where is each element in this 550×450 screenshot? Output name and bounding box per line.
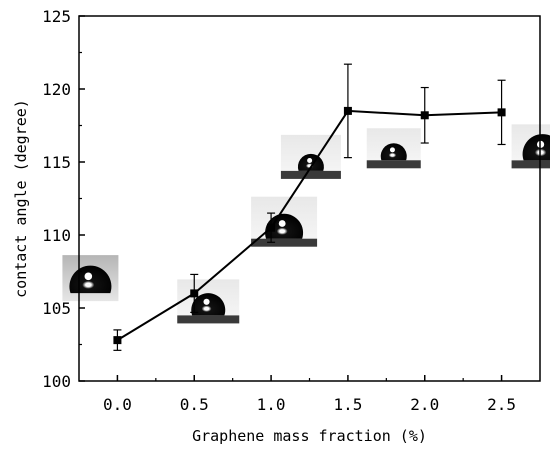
droplet-highlight	[389, 147, 395, 153]
droplet-substrate	[366, 160, 421, 169]
y-tick-label: 125	[42, 7, 71, 26]
data-point	[497, 108, 506, 117]
x-axis-label: Graphene mass fraction (%)	[192, 427, 427, 445]
data-point	[343, 106, 352, 115]
y-axis-label: contact angle (degree)	[12, 99, 30, 298]
x-tick-label: 2.5	[487, 395, 516, 414]
y-tick-label: 120	[42, 80, 71, 99]
y-axis-ticks: 100 105 110 115 120 125	[42, 7, 85, 391]
data-point	[113, 336, 122, 345]
data-line	[116, 109, 502, 341]
droplet-image	[251, 196, 318, 247]
droplet-image	[62, 255, 119, 302]
x-tick-label: 1.0	[257, 395, 286, 414]
droplet-highlight	[278, 220, 286, 227]
y-tick-label: 100	[42, 372, 71, 391]
data-markers	[113, 106, 506, 345]
droplet-highlight	[307, 158, 313, 163]
droplet-highlight	[84, 272, 93, 281]
series-line	[116, 109, 502, 341]
droplet-substrate	[280, 170, 341, 179]
x-tick-label: 1.5	[333, 395, 362, 414]
data-point	[420, 111, 429, 120]
water-droplet	[522, 134, 550, 161]
data-point	[267, 223, 276, 232]
droplet-image	[366, 128, 421, 169]
y-tick-label: 110	[42, 226, 71, 245]
data-point	[190, 289, 199, 298]
y-tick-label: 115	[42, 153, 71, 172]
y-tick-label: 105	[42, 299, 71, 318]
droplet-image	[280, 134, 341, 179]
droplet-substrate	[251, 238, 318, 247]
droplet-image	[511, 124, 550, 169]
x-axis-ticks: 0.0 0.5 1.0 1.5 2.0 2.5	[103, 375, 516, 414]
x-tick-label: 2.0	[410, 395, 439, 414]
droplet-substrate	[511, 160, 550, 169]
droplet-highlight	[203, 298, 210, 305]
droplet-substrate	[177, 315, 240, 324]
x-tick-label: 0.0	[103, 395, 132, 414]
droplet-image	[177, 279, 240, 324]
droplet-images	[62, 124, 550, 324]
x-tick-label: 0.5	[180, 395, 209, 414]
